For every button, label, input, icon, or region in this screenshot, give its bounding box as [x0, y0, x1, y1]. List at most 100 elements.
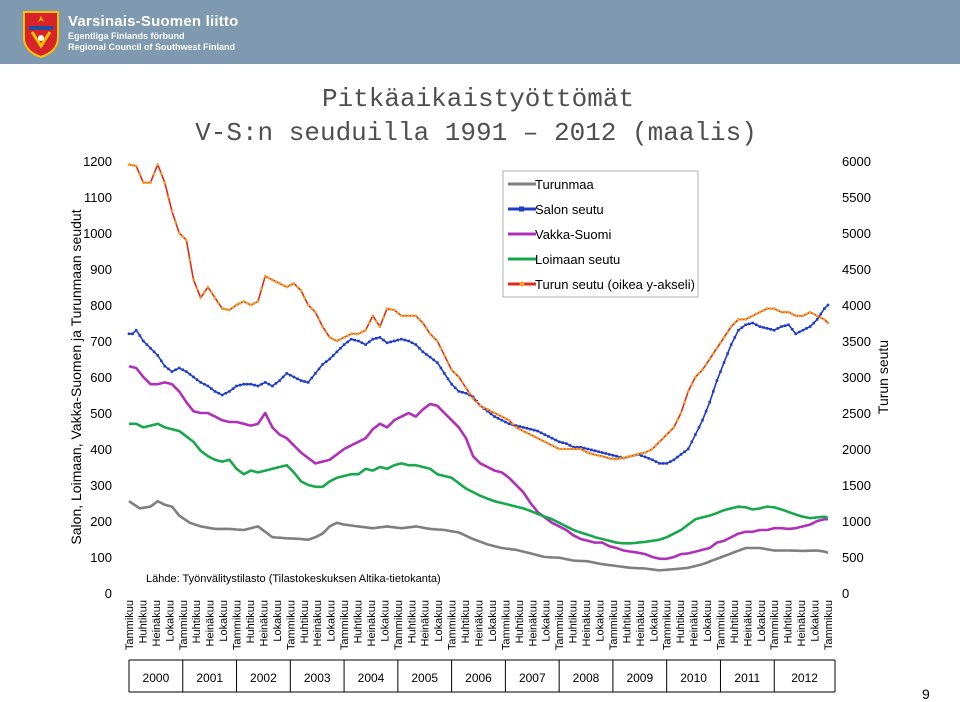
year-label: 2009 [626, 671, 653, 685]
data-point [296, 377, 299, 381]
data-point [561, 447, 565, 451]
data-point [346, 340, 349, 344]
x-tick-label: Lokakuu [541, 600, 553, 642]
data-point [486, 409, 489, 413]
data-point [220, 393, 224, 397]
data-point [134, 328, 138, 332]
data-point [206, 384, 210, 388]
data-point [783, 310, 787, 314]
data-point [826, 321, 830, 325]
data-point [285, 372, 288, 375]
data-point [654, 444, 658, 447]
data-point [661, 462, 665, 465]
data-point [525, 431, 529, 435]
x-tick-label: Heinäkuu [312, 600, 324, 646]
data-point [181, 368, 185, 372]
data-point [636, 452, 640, 456]
data-point [744, 318, 747, 321]
y2-tick-label: 3000 [842, 370, 871, 385]
data-point [751, 321, 754, 325]
data-point [443, 354, 446, 357]
chart-subtitle: V-S:n seuduilla 1991 – 2012 (maalis) [195, 118, 757, 148]
data-point [600, 454, 604, 458]
data-point [389, 340, 392, 344]
data-point [235, 384, 238, 388]
data-point [400, 337, 403, 341]
data-point [127, 163, 131, 167]
y2-tick-label: 500 [842, 550, 864, 565]
data-point [665, 462, 668, 465]
data-point [701, 368, 704, 372]
data-point [722, 361, 726, 364]
data-point [353, 338, 357, 342]
data-point [303, 296, 306, 300]
data-point [138, 334, 142, 337]
data-point [586, 451, 590, 454]
data-point [217, 301, 221, 305]
data-point [382, 338, 385, 342]
data-point [715, 379, 719, 382]
data-point [643, 451, 647, 454]
header-bar: Varsinais-Suomen liitto Egentliga Finlan… [0, 0, 960, 64]
data-point [808, 310, 812, 314]
data-point [152, 350, 156, 354]
series-line-vakka-suomi [128, 364, 828, 561]
data-point [740, 318, 744, 321]
data-point [228, 308, 231, 312]
data-point [539, 431, 543, 435]
data-point [339, 346, 342, 350]
data-point [496, 413, 500, 417]
data-point [392, 308, 396, 312]
data-point [772, 328, 776, 332]
data-point [776, 327, 780, 330]
data-point [522, 426, 525, 429]
data-point [400, 314, 403, 318]
x-tick-label: Huhtikuu [191, 600, 203, 643]
data-point [815, 318, 819, 321]
legend-entry: Loimaan seutu [535, 252, 620, 267]
data-point [425, 353, 428, 356]
data-point [794, 332, 797, 336]
data-point [199, 296, 203, 300]
data-point [210, 387, 213, 390]
data-point [554, 438, 557, 442]
data-point [206, 285, 210, 289]
data-point [747, 322, 751, 326]
data-point [418, 346, 421, 350]
data-point [167, 195, 170, 199]
data-point [177, 366, 181, 370]
data-point [432, 358, 435, 362]
data-point [622, 456, 626, 459]
data-point [823, 318, 826, 321]
x-tick-label: Tammikuu [124, 600, 136, 650]
data-point [331, 337, 335, 341]
data-point [737, 318, 740, 321]
data-point [565, 442, 568, 445]
data-point [393, 339, 396, 343]
data-point [249, 303, 253, 307]
data-point [557, 440, 561, 444]
data-point [765, 307, 769, 310]
legend-marker [519, 281, 525, 287]
y2-tick-label: 3500 [842, 334, 871, 349]
data-point [342, 343, 346, 346]
data-point [593, 453, 597, 457]
data-point [647, 457, 651, 460]
data-point [188, 258, 192, 262]
data-point [579, 445, 582, 449]
data-point [529, 427, 532, 431]
data-point [238, 383, 242, 387]
data-point [436, 361, 439, 364]
y-tick-label: 1200 [83, 154, 112, 169]
data-point [127, 332, 131, 336]
data-point [210, 291, 213, 294]
data-point [328, 336, 332, 339]
data-point [744, 323, 747, 327]
data-point [149, 346, 152, 350]
data-point [486, 408, 489, 411]
data-point [242, 300, 246, 303]
slide-number: 9 [922, 686, 930, 702]
data-point [375, 337, 378, 340]
data-point [453, 386, 457, 390]
series-line-salon-seutu [129, 304, 829, 465]
